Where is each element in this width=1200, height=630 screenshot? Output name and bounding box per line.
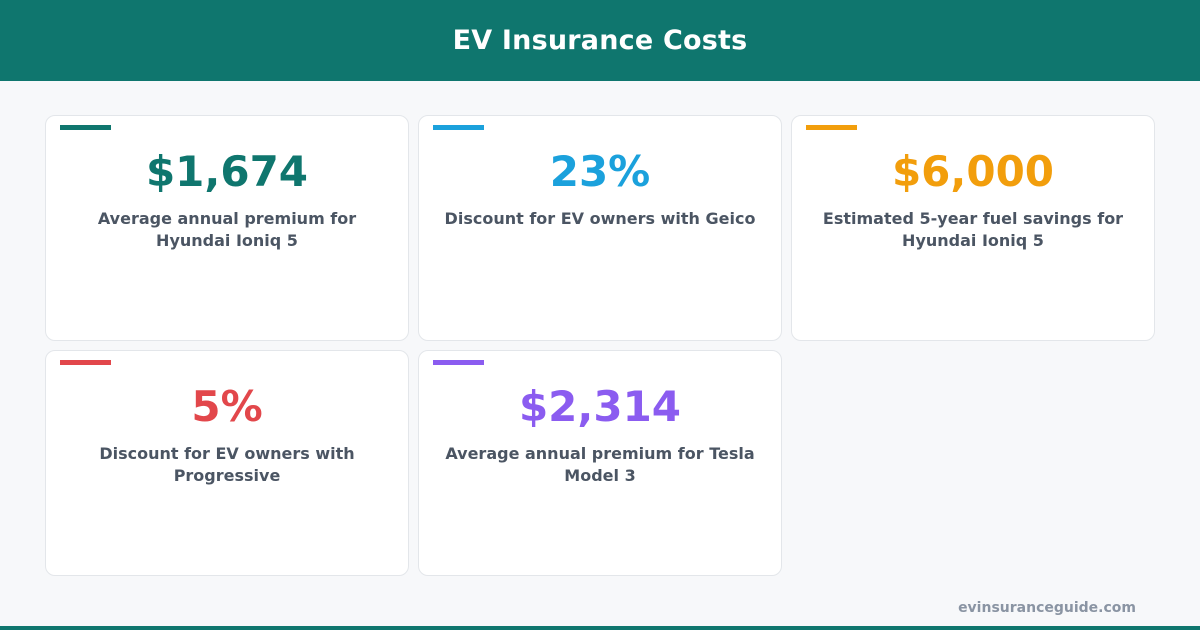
- accent-bar: [433, 360, 484, 365]
- stat-value: 23%: [549, 147, 651, 196]
- bottom-divider: [0, 626, 1200, 630]
- stat-card-hyundai-premium: $1,674 Average annual premium for Hyunda…: [45, 115, 409, 341]
- stat-value: 5%: [191, 382, 263, 431]
- stat-card-grid: $1,674 Average annual premium for Hyunda…: [45, 115, 1155, 576]
- source-url: evinsuranceguide.com: [958, 600, 1136, 616]
- header-banner: EV Insurance Costs: [0, 0, 1200, 81]
- stat-value: $6,000: [891, 147, 1055, 196]
- page-title: EV Insurance Costs: [452, 25, 748, 56]
- stat-description: Discount for EV owners with Geico: [444, 209, 756, 228]
- accent-bar: [60, 360, 111, 365]
- accent-bar: [433, 125, 484, 130]
- stat-description: Estimated 5-year fuel savings for Hyunda…: [822, 209, 1124, 250]
- stat-value: $2,314: [518, 382, 682, 431]
- stat-card-progressive-discount: 5% Discount for EV owners with Progressi…: [45, 350, 409, 576]
- stat-description: Average annual premium for Hyundai Ioniq…: [97, 209, 357, 250]
- stat-description: Discount for EV owners with Progressive: [99, 444, 355, 485]
- stat-value: $1,674: [145, 147, 309, 196]
- stat-card-tesla-premium: $2,314 Average annual premium for Tesla …: [418, 350, 782, 576]
- stat-description: Average annual premium for Tesla Model 3: [445, 444, 755, 485]
- stat-card-geico-discount: 23% Discount for EV owners with Geico: [418, 115, 782, 341]
- accent-bar: [806, 125, 857, 130]
- stat-card-fuel-savings: $6,000 Estimated 5-year fuel savings for…: [791, 115, 1155, 341]
- accent-bar: [60, 125, 111, 130]
